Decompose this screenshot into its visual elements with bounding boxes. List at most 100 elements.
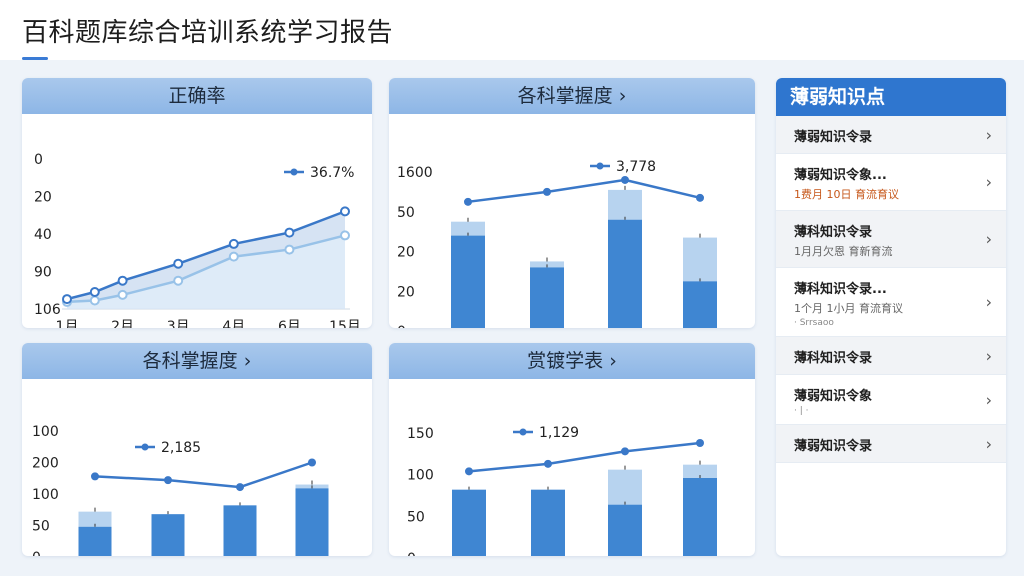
y-tick-label: 0 bbox=[397, 324, 406, 328]
y-tick-label: 1600 bbox=[397, 165, 433, 181]
y-tick-label: 100 bbox=[32, 487, 59, 503]
bar-extra bbox=[451, 221, 485, 236]
data-point bbox=[340, 206, 350, 217]
y-tick-label: 20 bbox=[34, 190, 52, 206]
x-tick-label: 15月 bbox=[329, 319, 361, 328]
title-underline bbox=[22, 57, 48, 60]
weak-point-item[interactable]: 薄科知识令录... 1个月 1小月 育流育议 · Srrsaoo › bbox=[776, 268, 1006, 337]
weak-point-title: 薄弱知识令录 bbox=[794, 439, 873, 454]
trend-point bbox=[544, 459, 552, 468]
study-bar-chart: 050100150+八月一英月+又月-鞋月1,129 bbox=[407, 425, 717, 556]
weak-point-title: 薄弱知识令象... bbox=[794, 168, 887, 183]
trend-point bbox=[621, 447, 629, 456]
weak-point-title: 薄弱知识令象 bbox=[794, 389, 873, 404]
mastery-bar-chart: 02020501600一六月+又月月一英月1先月3,778 bbox=[397, 159, 717, 328]
bar-base bbox=[451, 235, 485, 328]
legend-marker bbox=[519, 428, 527, 436]
chevron-right-icon: › bbox=[985, 125, 992, 144]
bar-extra bbox=[683, 464, 717, 478]
chart-panel-study-table: 赏镀学表 › 050100150+八月一英月+又月-鞋月1,129 bbox=[389, 343, 755, 556]
bar-extra bbox=[683, 237, 717, 282]
data-point bbox=[117, 289, 128, 300]
weak-point-item[interactable]: 薄弱知识令录 › bbox=[776, 425, 1006, 463]
data-point bbox=[89, 287, 100, 298]
bar-base bbox=[151, 514, 185, 556]
weak-point-subtitle: 1费月 10日 育流育议 bbox=[794, 188, 899, 201]
weak-point-title: 薄弱知识令录 bbox=[794, 130, 873, 145]
y-tick-label: 40 bbox=[34, 227, 52, 243]
chart-title[interactable]: 各科掌握度 › bbox=[389, 78, 755, 114]
weak-point-item[interactable]: 薄弱知识令象... 1费月 10日 育流育议 › bbox=[776, 154, 1006, 211]
data-point bbox=[89, 295, 100, 306]
chevron-right-icon: › bbox=[985, 229, 992, 249]
weak-point-title: 薄科知识令录 bbox=[794, 225, 873, 240]
bar-base bbox=[683, 281, 717, 328]
y-tick-label: 100 bbox=[407, 468, 434, 484]
trend-point bbox=[621, 175, 629, 184]
chart-panel-accuracy: 正确率 0 20 40 90 106 1月 2月 3月 4月 6月 15月 36.7% bbox=[22, 78, 372, 328]
y-tick-label: 20 bbox=[397, 245, 415, 261]
x-tick-label: 1月 bbox=[56, 319, 79, 328]
y-tick-label: 106 bbox=[34, 302, 61, 318]
data-point bbox=[228, 238, 239, 249]
series-band bbox=[67, 211, 345, 302]
legend-label: 3,778 bbox=[616, 159, 656, 175]
trend-line bbox=[468, 441, 701, 473]
weak-points-title: 薄弱知识点 bbox=[776, 78, 1006, 116]
x-tick-label: 4月 bbox=[222, 319, 245, 328]
data-point bbox=[173, 275, 184, 286]
chart-panel-mastery-2: 各科掌握度 › 0501002001001月2月3月4月5月科月2,185 bbox=[22, 343, 372, 556]
data-point bbox=[284, 227, 295, 238]
series-area bbox=[67, 235, 345, 309]
trend-point bbox=[308, 458, 316, 467]
trend-line bbox=[94, 461, 313, 489]
chevron-right-icon: › bbox=[985, 390, 992, 409]
mastery-bar-chart-2: 0501002001001月2月3月4月5月科月2,185 bbox=[32, 424, 329, 556]
chart-panel-mastery-1: 各科掌握度 › 02020501600一六月+又月月一英月1先月3,778 bbox=[389, 78, 755, 328]
weak-point-item[interactable]: 薄弱知识令象 · | · › bbox=[776, 375, 1006, 425]
chevron-right-icon: › bbox=[985, 346, 992, 365]
data-point bbox=[173, 258, 184, 269]
trend-point bbox=[465, 467, 473, 476]
x-tick-label: 3月 bbox=[167, 319, 190, 328]
x-tick-label: 6月 bbox=[278, 319, 301, 328]
y-tick-label: 50 bbox=[32, 519, 50, 535]
bar-base bbox=[223, 505, 257, 556]
legend-label: 2,185 bbox=[161, 440, 201, 456]
y-tick-label: 50 bbox=[397, 205, 415, 221]
bar-base bbox=[452, 489, 486, 556]
legend-marker bbox=[290, 168, 298, 176]
data-point bbox=[340, 230, 350, 241]
bar-base bbox=[531, 489, 565, 556]
y-tick-label: 0 bbox=[34, 152, 43, 168]
bar-base bbox=[295, 488, 329, 556]
chart-title[interactable]: 正确率 bbox=[22, 78, 372, 114]
legend-label: 1,129 bbox=[539, 425, 579, 441]
trend-point bbox=[696, 439, 704, 447]
chart-title[interactable]: 各科掌握度 › bbox=[22, 343, 372, 379]
weak-point-title: 薄科知识令录... bbox=[794, 282, 887, 297]
bar-base bbox=[78, 526, 112, 556]
weak-point-item[interactable]: 薄科知识令录 1月月欠恩 育新育流 › bbox=[776, 211, 1006, 268]
data-point bbox=[228, 251, 239, 262]
y-tick-label: 20 bbox=[397, 284, 415, 300]
y-tick-label: 0 bbox=[407, 551, 416, 556]
weak-point-item[interactable]: 薄弱知识令录 › bbox=[776, 116, 1006, 154]
weak-point-item[interactable]: 薄科知识令录 › bbox=[776, 337, 1006, 375]
y-tick-label: 0 bbox=[32, 550, 41, 556]
chart-title[interactable]: 赏镀学表 › bbox=[389, 343, 755, 379]
chevron-right-icon: › bbox=[985, 172, 992, 192]
bar-base bbox=[683, 478, 717, 556]
bar-base bbox=[608, 219, 642, 328]
legend-label: 36.7% bbox=[310, 165, 354, 181]
weak-point-subtitle: 1个月 1小月 育流育议 bbox=[794, 302, 903, 315]
weak-point-note: · | · bbox=[794, 406, 809, 416]
trend-line bbox=[467, 178, 701, 204]
y-tick-label: 50 bbox=[407, 509, 425, 525]
bar-extra bbox=[78, 511, 112, 527]
bar-extra bbox=[608, 189, 642, 220]
chevron-right-icon: › bbox=[985, 434, 992, 453]
data-point bbox=[284, 244, 295, 255]
trend-point bbox=[91, 472, 99, 481]
